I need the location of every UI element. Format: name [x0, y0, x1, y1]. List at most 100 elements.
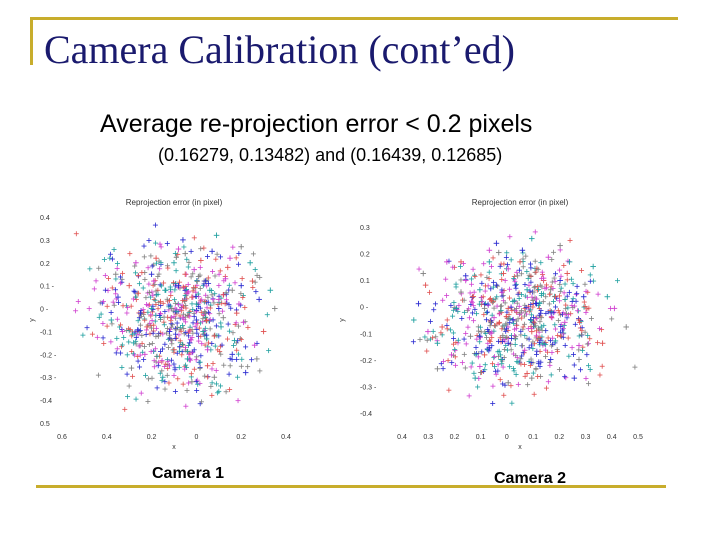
scatter-cloud-marker [516, 303, 522, 309]
scatter-cloud-marker [473, 352, 479, 358]
scatter-point [182, 271, 188, 278]
scatter-cloud-marker [223, 389, 229, 395]
scatter-cloud-marker [455, 337, 461, 343]
scatter-cloud-marker [100, 299, 106, 305]
scatter-cloud-marker [145, 376, 151, 382]
scatter-cloud-marker [189, 334, 195, 340]
scatter-cloud-marker [502, 278, 508, 284]
scatter-cloud-marker [508, 341, 514, 347]
scatter-cloud-marker [556, 366, 562, 372]
scatter-cloud-marker [534, 348, 540, 354]
scatter-cloud-marker [107, 255, 113, 261]
scatter-cloud-marker [461, 297, 467, 303]
scatter-cloud-marker [100, 320, 106, 326]
scatter-cloud-marker [516, 296, 522, 302]
scatter-cloud-marker [213, 323, 219, 329]
scatter-cloud-marker [143, 327, 149, 333]
scatter-cloud-marker [440, 297, 446, 303]
scatter-cloud-marker [84, 325, 90, 331]
scatter-cloud-marker [158, 244, 164, 250]
scatter-point [227, 255, 233, 261]
scatter-cloud-marker [499, 287, 505, 293]
scatter-cloud-marker [486, 337, 492, 343]
scatter-point [425, 328, 431, 335]
scatter-cloud-marker [266, 348, 272, 354]
scatter-cloud-marker [204, 332, 210, 338]
scatter-cloud-marker [468, 364, 474, 370]
scatter-cloud-marker [194, 354, 200, 360]
scatter-cloud-marker [176, 332, 182, 338]
camera2-reprojection-plot: Reprojection error (in pixel) 0.4 0.3 0.2 0.… [340, 195, 660, 453]
scatter-point [251, 342, 258, 348]
scatter-point [108, 317, 115, 323]
scatter-cloud-marker [537, 335, 543, 341]
scatter-cloud-marker [450, 330, 456, 336]
scatter-cloud-marker [444, 326, 450, 332]
scatter-cloud-marker [141, 243, 147, 249]
scatter-cloud-marker [183, 284, 189, 290]
scatter-cloud-marker [478, 272, 484, 278]
scatter-cloud-marker [531, 285, 537, 291]
scatter-cloud-marker [563, 375, 569, 381]
scatter-cloud-marker [182, 314, 188, 320]
scatter-cloud-marker [201, 299, 207, 305]
scatter-cloud-marker [188, 248, 194, 254]
scatter-cloud-marker [140, 307, 146, 313]
plot-title: Reprojection error (in pixel) [126, 198, 223, 207]
scatter-cloud-marker [503, 254, 509, 260]
scatter-cloud-marker [438, 330, 444, 336]
scatter-cloud-marker [549, 343, 555, 349]
scatter-point [115, 294, 121, 300]
scatter-cloud-marker [528, 312, 534, 318]
scatter-cloud-marker [547, 362, 553, 368]
scatter-cloud-marker [177, 279, 183, 285]
scatter-cloud-marker [183, 403, 189, 409]
scatter-cloud-marker [465, 324, 471, 330]
scatter-cloud-marker [199, 341, 205, 347]
scatter-cloud-marker [502, 300, 508, 306]
scatter-point [493, 282, 500, 288]
scatter-cloud-marker [207, 316, 213, 322]
scatter-cloud-marker [452, 348, 458, 354]
scatter-cloud-marker [545, 379, 551, 385]
scatter-cloud-marker [566, 289, 572, 295]
scatter-cloud-marker [101, 257, 107, 263]
scatter-point [175, 282, 182, 289]
scatter-point [155, 333, 162, 339]
scatter-cloud-marker [528, 279, 534, 285]
scatter-cloud-marker [204, 318, 210, 324]
scatter-cloud-marker [507, 295, 513, 301]
scatter-cloud-marker [173, 254, 179, 260]
x-tick-label: 0 [505, 434, 509, 441]
scatter-cloud-marker [121, 335, 127, 341]
scatter-cloud-marker [161, 280, 167, 286]
scatter-cloud-marker [167, 326, 173, 332]
scatter-cloud-marker [156, 359, 162, 365]
scatter-cloud-marker [537, 319, 543, 325]
scatter-point [231, 337, 238, 344]
scatter-cloud-marker [454, 306, 460, 312]
scatter-cloud-marker [534, 328, 540, 334]
scatter-point [267, 287, 274, 294]
scatter-cloud-marker [210, 296, 216, 302]
scatter-cloud-marker [183, 302, 189, 308]
scatter-cloud-marker [160, 331, 166, 337]
scatter-cloud-marker [237, 336, 243, 342]
scatter-cloud-marker [137, 327, 143, 333]
scatter-cloud-marker [562, 374, 568, 380]
scatter-point [477, 363, 483, 370]
scatter-cloud-marker [432, 301, 438, 307]
scatter-cloud-marker [471, 272, 477, 278]
sub-bullet-text: (0.16279, 0.13482) and (0.16439, 0.12685… [158, 145, 503, 165]
scatter-cloud-marker [197, 285, 203, 291]
scatter-cloud-marker [215, 390, 221, 396]
scatter-cloud-marker [238, 337, 244, 343]
scatter-cloud-marker [141, 344, 147, 350]
scatter-cloud-marker [500, 381, 506, 387]
scatter-cloud-marker [197, 365, 203, 371]
scatter-cloud-marker [466, 315, 472, 321]
scatter-cloud-marker [168, 321, 174, 327]
frame-top-rule [30, 17, 678, 20]
y-tick-label: -0.3 - [360, 384, 377, 391]
scatter-cloud-marker [585, 381, 591, 387]
